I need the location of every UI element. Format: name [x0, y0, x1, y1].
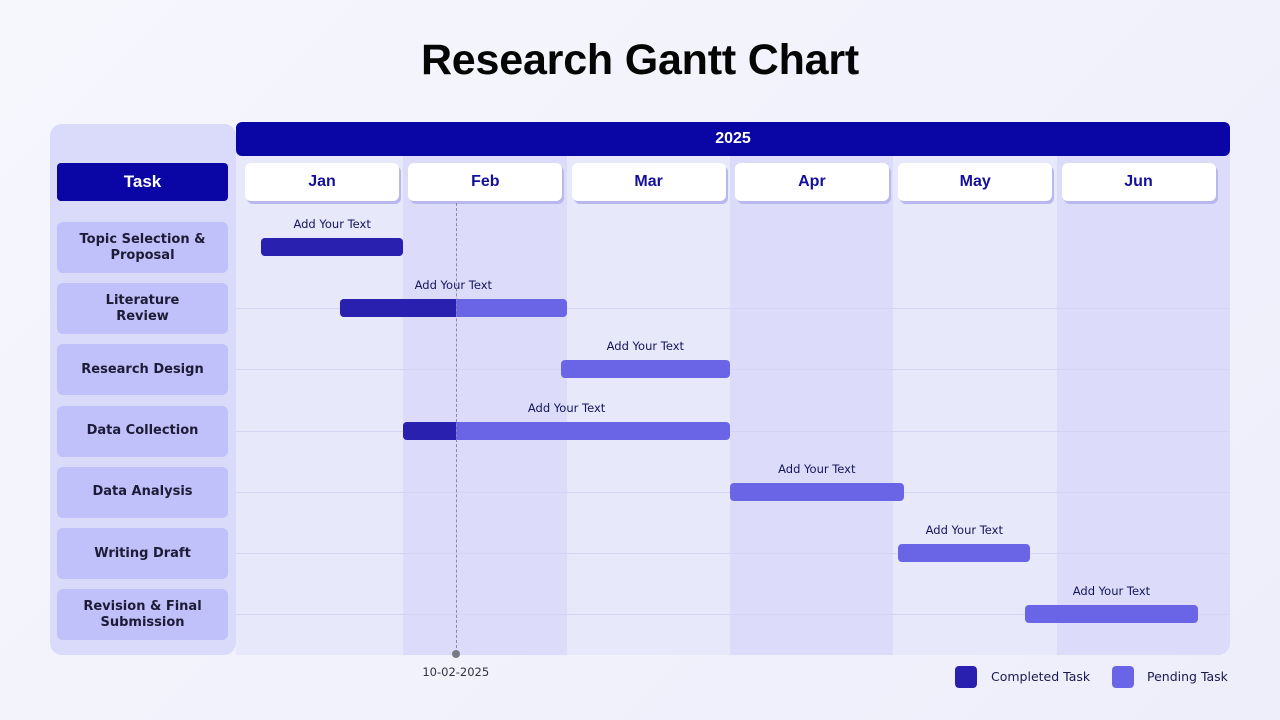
- today-marker-dot: [451, 650, 460, 658]
- task-bar[interactable]: [1024, 605, 1199, 624]
- task-bar[interactable]: [560, 360, 730, 379]
- month-header-feb: Feb: [408, 163, 563, 201]
- row-gridline: [236, 553, 1230, 554]
- row-gridline: [236, 430, 1230, 432]
- task-label: Data Collection: [57, 405, 228, 457]
- task-bar[interactable]: [261, 238, 404, 256]
- task-bar[interactable]: [403, 421, 730, 440]
- row-gridline: [236, 614, 1230, 616]
- task-name-text: Research Design: [81, 361, 204, 377]
- row-gridline: [236, 308, 1230, 310]
- task-bar-label: Add Your Text: [414, 278, 493, 293]
- task-label: Data Analysis: [57, 466, 228, 518]
- legend-pending-swatch: [1112, 666, 1134, 688]
- row-gridline: [236, 369, 1230, 371]
- month-header-jan: Jan: [245, 163, 399, 201]
- month-stripe: [729, 124, 894, 655]
- task-label: Literature Review: [57, 283, 228, 335]
- month-header-mar: Mar: [571, 163, 726, 201]
- today-marker-line: [455, 203, 457, 653]
- task-label: Writing Draft: [57, 528, 228, 579]
- chart-title: Research Gantt Chart: [420, 36, 860, 84]
- legend-completed-swatch: [955, 666, 977, 688]
- task-bar[interactable]: [340, 299, 567, 318]
- task-bar-label: Add Your Text: [778, 461, 856, 476]
- task-bar-label: Add Your Text: [1072, 584, 1151, 599]
- task-label: Revision & Final Submission: [57, 589, 228, 641]
- legend-completed-label: Completed Task: [991, 669, 1091, 684]
- task-name-text: Topic Selection & Proposal: [79, 231, 206, 263]
- month-stripe: [1056, 124, 1230, 655]
- month-header-jun: Jun: [1061, 163, 1216, 201]
- task-bar[interactable]: [729, 482, 904, 501]
- task-bar-label: Add Your Text: [293, 217, 371, 231]
- task-bar-completed: [403, 421, 456, 440]
- task-bar-completed: [261, 238, 404, 256]
- task-bar-completed: [340, 299, 456, 318]
- legend-pending-label: Pending Task: [1147, 669, 1228, 684]
- month-header-apr: Apr: [734, 163, 889, 201]
- today-marker-label: 10-02-2025: [422, 665, 490, 679]
- task-name-text: Data Collection: [86, 423, 199, 439]
- month-header-may: May: [898, 163, 1053, 201]
- task-label: Research Design: [57, 344, 228, 396]
- year-header: 2025: [236, 122, 1230, 156]
- task-label: Topic Selection & Proposal: [57, 222, 228, 273]
- task-name-text: Literature Review: [105, 292, 180, 324]
- task-name-text: Writing Draft: [94, 545, 191, 561]
- task-bar[interactable]: [898, 544, 1031, 562]
- task-bar-label: Add Your Text: [606, 339, 685, 354]
- task-name-text: Revision & Final Submission: [83, 598, 202, 630]
- task-column-header: Task: [57, 163, 228, 201]
- task-bar-label: Add Your Text: [527, 400, 606, 415]
- month-stripe: [403, 124, 567, 655]
- task-name-text: Data Analysis: [92, 484, 193, 500]
- task-bar-label: Add Your Text: [925, 523, 1003, 537]
